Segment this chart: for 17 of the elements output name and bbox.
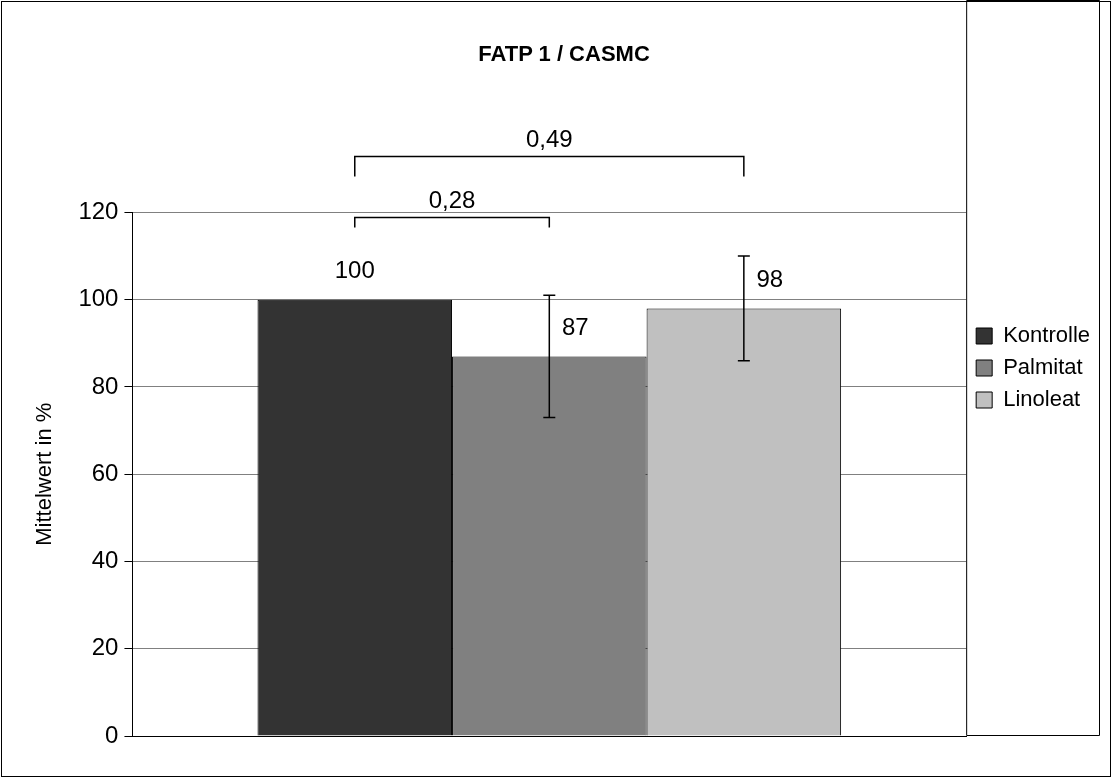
chart-title: FATP 1 / CASMC	[478, 41, 650, 67]
data-label: 100	[334, 256, 375, 284]
data-label: 98	[756, 265, 784, 293]
y-tick-label: 80	[91, 371, 119, 399]
y-axis-title: Mittelwert in %	[31, 402, 57, 546]
y-tick-label: 40	[91, 546, 119, 574]
legend-label: Kontrolle	[1003, 322, 1091, 348]
y-tick-label: 100	[78, 284, 119, 312]
y-tick-label: 0	[105, 720, 119, 748]
legend-label: Palmitat	[1003, 354, 1083, 380]
annotation: 0,28	[428, 186, 476, 214]
y-tick-label: 20	[91, 633, 119, 661]
data-label: 87	[561, 313, 589, 341]
legend-label: Linoleat	[1003, 386, 1081, 412]
text: 0,49	[525, 125, 573, 153]
y-tick-label: 60	[91, 458, 119, 486]
y-tick-label: 120	[78, 197, 119, 225]
